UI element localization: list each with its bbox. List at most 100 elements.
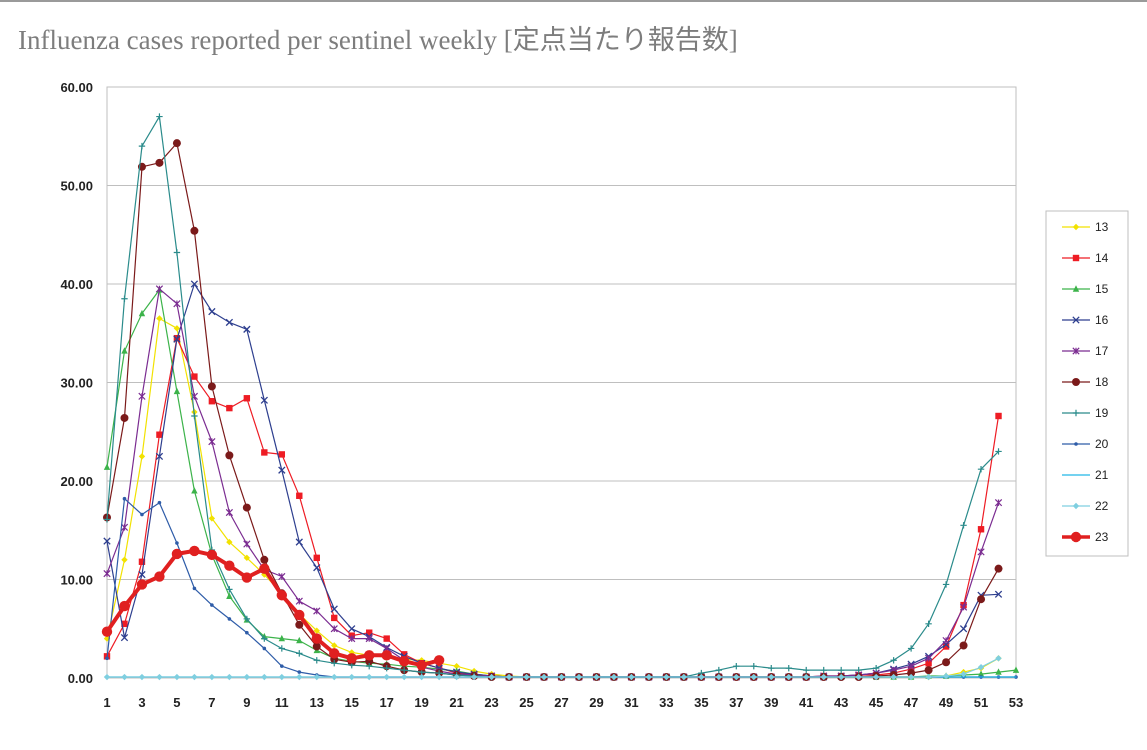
data-point-16 — [225, 318, 234, 327]
data-point-16 — [348, 625, 356, 633]
data-point-18 — [977, 595, 986, 604]
data-point-15 — [1012, 666, 1020, 673]
data-point-22 — [121, 673, 128, 681]
x-tick-label: 15 — [344, 695, 358, 710]
series-line-20 — [106, 498, 1017, 678]
series-layer — [101, 113, 1020, 682]
series-15 — [103, 286, 1020, 680]
data-point-19 — [278, 645, 286, 652]
data-point-15 — [226, 592, 233, 599]
data-point-22 — [768, 673, 775, 681]
data-point-14 — [261, 449, 268, 456]
legend-swatch-marker — [1072, 316, 1080, 324]
data-point-13 — [331, 642, 338, 649]
data-point-19 — [313, 657, 320, 664]
data-point-23 — [294, 609, 305, 621]
data-point-19 — [121, 295, 128, 302]
legend-entry-20: 20 — [1062, 437, 1109, 451]
x-tick-label: 37 — [729, 695, 743, 710]
x-tick-label: 51 — [974, 695, 988, 710]
data-point-19 — [733, 662, 740, 670]
data-point-20 — [245, 630, 249, 635]
data-point-17 — [313, 607, 321, 615]
data-point-22 — [138, 673, 146, 681]
data-point-16 — [103, 537, 111, 545]
data-point-19 — [296, 650, 303, 657]
data-point-17 — [942, 636, 950, 645]
data-point-16 — [278, 466, 286, 474]
data-point-22 — [680, 673, 688, 681]
data-point-14 — [331, 614, 338, 622]
series-23 — [101, 545, 445, 671]
data-point-22 — [803, 673, 810, 681]
x-tick-label: 27 — [554, 695, 568, 710]
series-line-18 — [106, 142, 1000, 678]
data-point-22 — [278, 673, 286, 681]
legend-label: 15 — [1095, 282, 1109, 296]
data-point-13 — [226, 538, 233, 546]
legend-swatch-marker — [1072, 347, 1080, 355]
data-point-19 — [400, 666, 408, 674]
data-point-17 — [278, 572, 286, 581]
data-point-17 — [907, 662, 915, 670]
data-point-17 — [977, 548, 985, 556]
data-point-19 — [331, 660, 338, 667]
data-point-19 — [226, 586, 233, 593]
data-point-17 — [225, 508, 233, 517]
data-point-14 — [138, 558, 146, 565]
data-point-22 — [243, 673, 251, 681]
legend-entry-13: 13 — [1062, 220, 1109, 234]
x-tick-label: 13 — [310, 695, 324, 710]
data-point-22 — [505, 673, 513, 681]
data-point-19 — [785, 664, 792, 672]
data-point-13 — [261, 571, 268, 578]
legend-swatch-marker — [1072, 223, 1080, 231]
data-point-22 — [698, 673, 705, 681]
legend-swatch-marker — [1070, 531, 1082, 543]
data-point-16 — [138, 570, 146, 579]
legend-entry-16: 16 — [1062, 313, 1109, 327]
legend-swatch-marker — [1072, 409, 1080, 417]
legend-label: 13 — [1095, 220, 1109, 234]
data-point-22 — [890, 673, 897, 681]
legend: 13 14 15 16 17 18 19 20 21 22 23 — [1062, 220, 1109, 544]
data-point-23 — [136, 579, 148, 590]
data-point-18 — [242, 503, 251, 512]
data-point-18 — [994, 564, 1003, 573]
data-point-22 — [960, 670, 967, 678]
y-tick-label: 30.00 — [60, 376, 93, 391]
data-point-13 — [138, 453, 146, 460]
legend-swatch-marker — [1072, 254, 1080, 262]
x-tick-label: 23 — [484, 695, 498, 710]
data-point-19 — [243, 615, 251, 623]
data-point-17 — [959, 603, 968, 611]
data-point-19 — [942, 581, 950, 588]
data-point-14 — [243, 395, 251, 402]
data-point-14 — [925, 660, 932, 667]
data-point-23 — [259, 563, 270, 574]
data-point-22 — [470, 673, 478, 681]
data-point-14 — [121, 620, 128, 628]
data-point-22 — [872, 673, 880, 681]
x-tick-label: 17 — [379, 695, 393, 710]
data-point-19 — [907, 645, 915, 652]
y-tick-label: 20.00 — [60, 474, 93, 489]
data-point-14 — [156, 431, 163, 438]
data-point-22 — [191, 673, 198, 681]
series-19 — [103, 113, 1002, 681]
data-point-22 — [208, 673, 216, 681]
data-point-19 — [995, 448, 1002, 455]
data-point-15 — [103, 463, 111, 470]
data-point-22 — [628, 673, 635, 681]
data-point-17 — [330, 625, 338, 633]
x-tick-label: 35 — [694, 695, 708, 710]
series-line-19 — [106, 115, 1000, 678]
data-point-16 — [243, 325, 251, 333]
data-point-16 — [260, 396, 268, 404]
series-22 — [103, 655, 1002, 681]
data-point-19 — [173, 249, 181, 256]
x-tick-label: 19 — [414, 695, 428, 710]
data-point-23 — [224, 560, 235, 571]
data-point-22 — [663, 673, 670, 681]
data-point-14 — [191, 373, 198, 380]
